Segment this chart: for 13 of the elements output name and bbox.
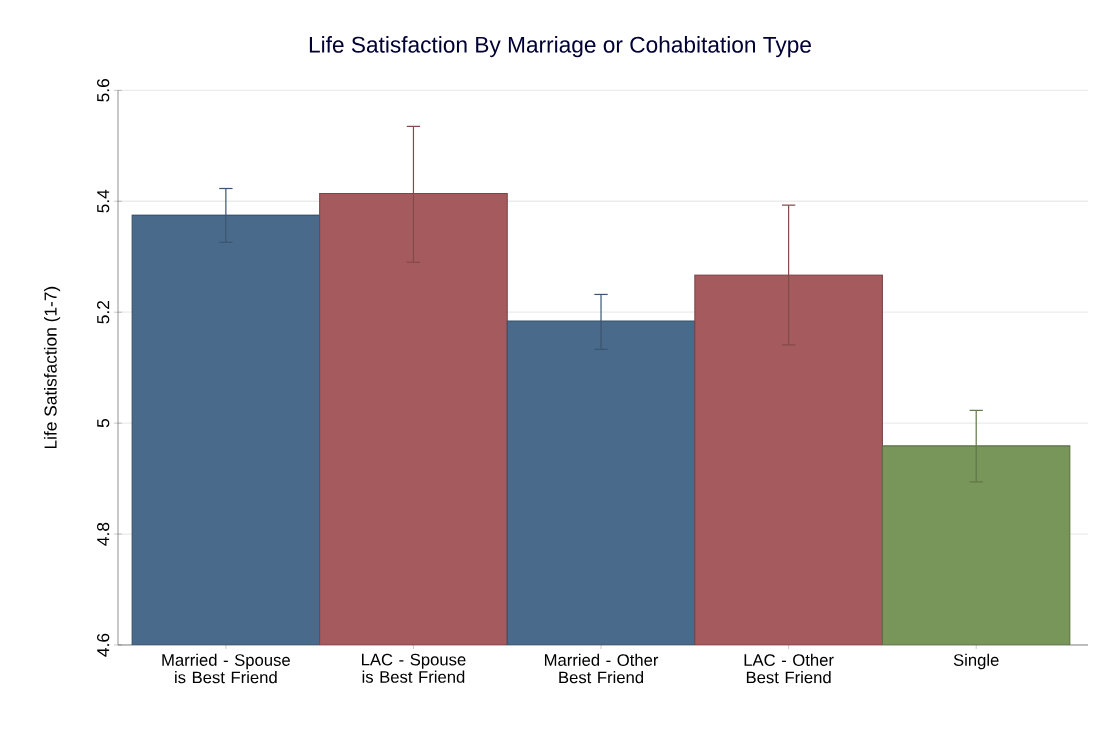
y-tick-label: 5.4	[97, 189, 110, 213]
y-tick-label: 4.6	[97, 633, 110, 657]
y-tick-label: 5.6	[97, 79, 110, 102]
y-axis-title: Life Satisfaction (1-7)	[43, 286, 61, 449]
x-tick-label: LAC - Spouse is Best Friend	[362, 653, 466, 683]
chart-title: Life Satisfaction By Marriage or Cohabitation Type	[309, 36, 811, 58]
y-tick-label: 5.2	[97, 301, 110, 324]
y-tick-label: 5	[97, 419, 110, 428]
x-tick-label: Single	[953, 653, 999, 670]
x-tick-label: Married - Other Best Friend	[544, 653, 659, 684]
x-tick-label: LAC - Other Best Friend	[744, 653, 834, 684]
x-tick-label: Married - Spouse is Best Friend	[162, 653, 290, 684]
y-tick-label: 4.8	[97, 522, 110, 546]
